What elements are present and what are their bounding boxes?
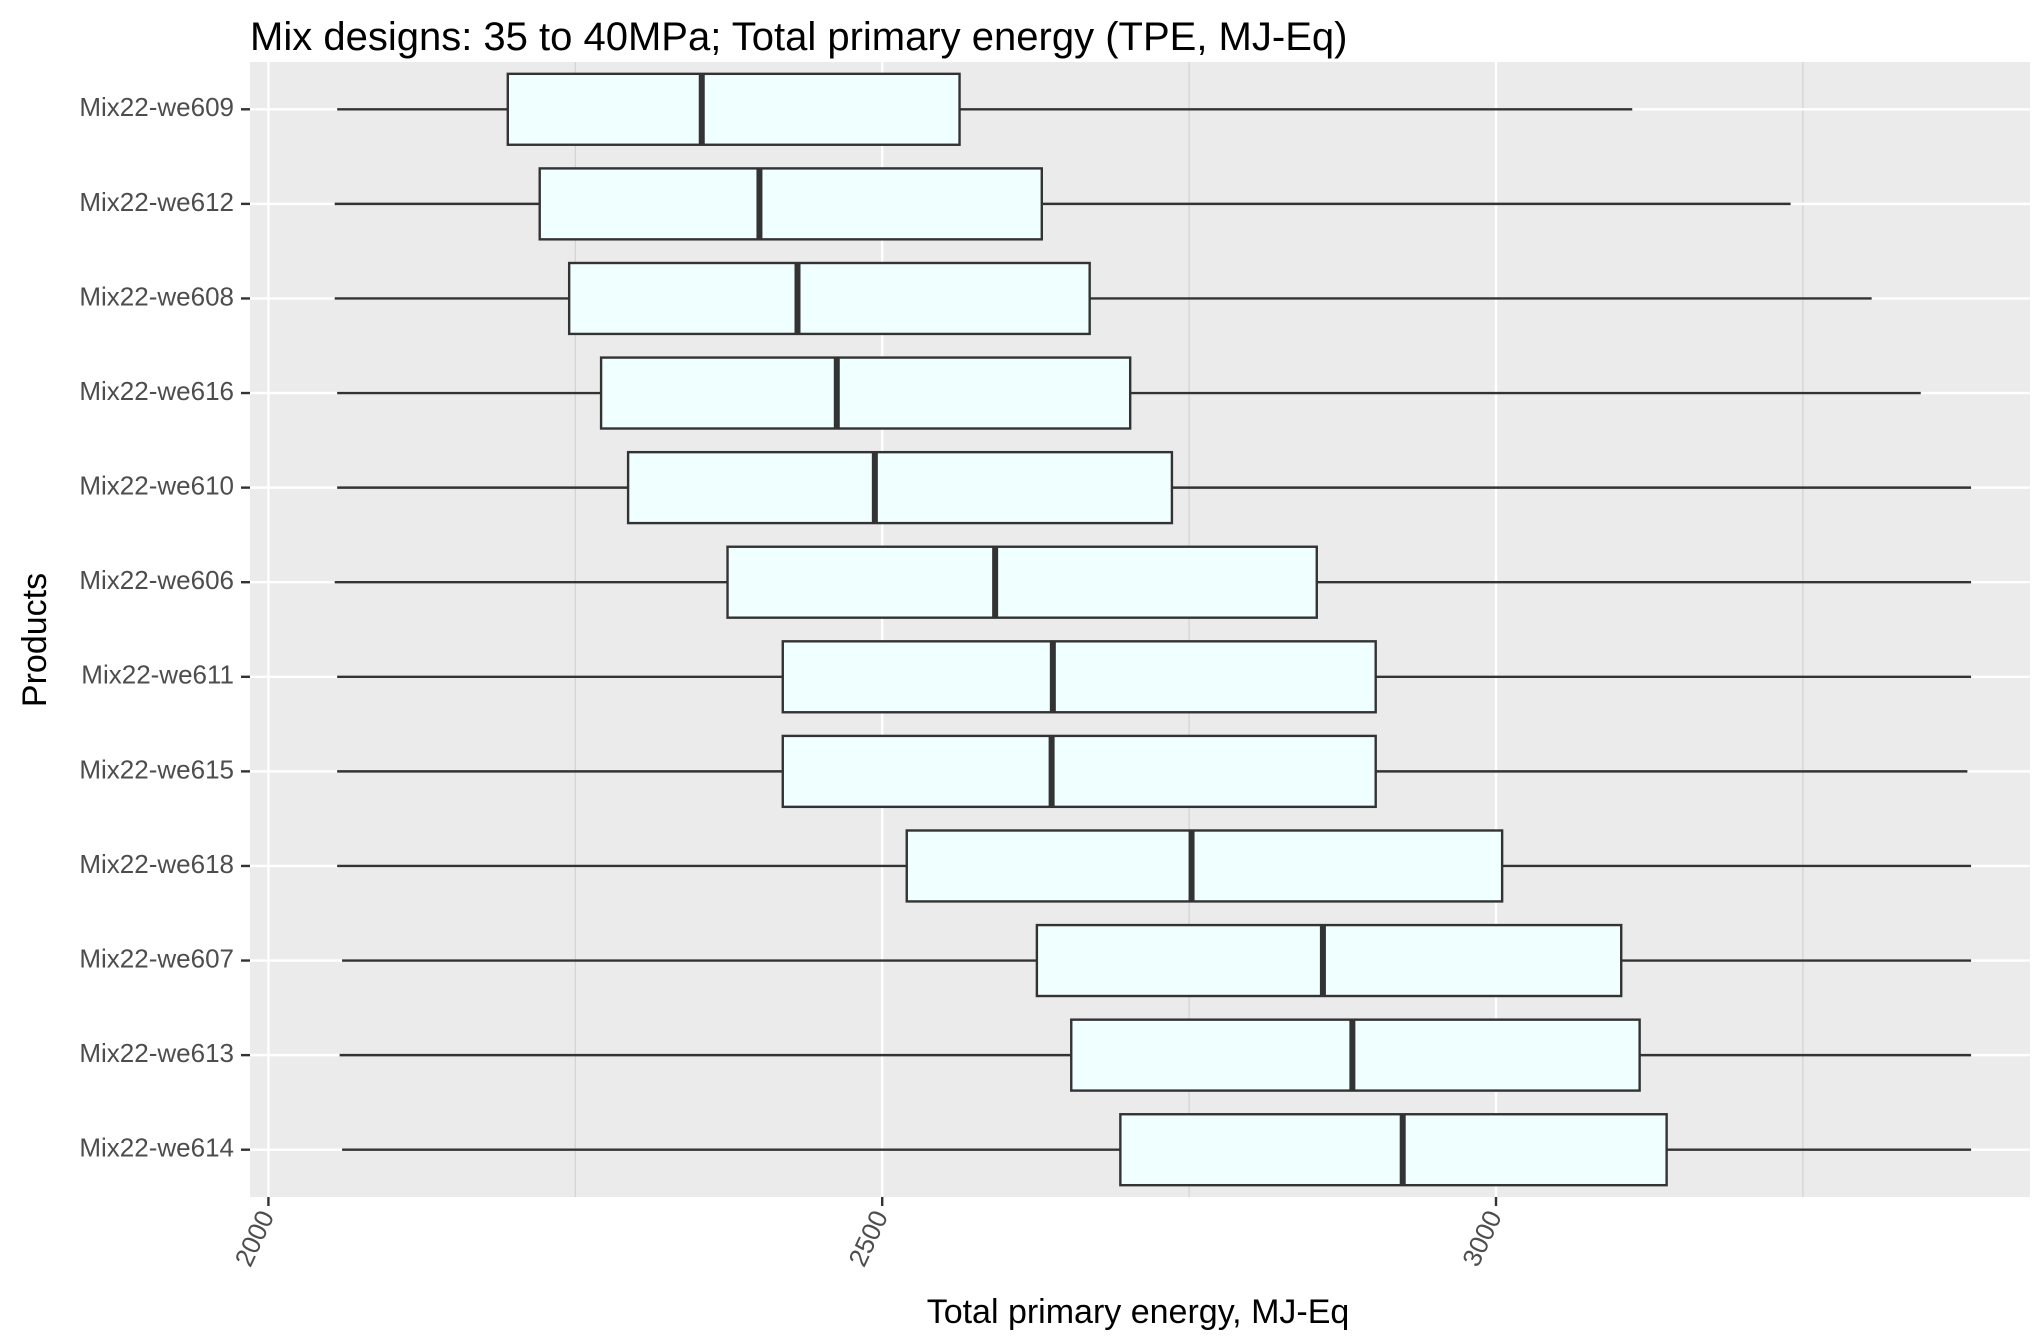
box-iqr (599, 356, 1132, 430)
box-iqr (781, 640, 1377, 714)
box-Mix22-we608 (334, 261, 1872, 336)
y-tick-label: Mix22-we618 (79, 849, 234, 879)
box-Mix22-we615 (337, 734, 1968, 809)
box-Mix22-we610 (337, 450, 1972, 525)
axes: Mix22-we609 Mix22-we612 Mix22-we608 Mix22-w… (79, 92, 1507, 1271)
box-Mix22-we613 (339, 1018, 1972, 1092)
box-Mix22-we618 (337, 829, 1972, 903)
y-tick-label: Mix22-we608 (79, 281, 234, 311)
box-Mix22-we611 (337, 640, 1972, 714)
box-iqr (1119, 1113, 1668, 1187)
x-tick-label: 3000 (1456, 1206, 1508, 1271)
x-tick-label: 2500 (842, 1206, 894, 1271)
y-tick-label: Mix22-we613 (79, 1038, 234, 1068)
box-iqr (781, 734, 1377, 809)
y-tick-label: Mix22-we615 (79, 754, 234, 784)
y-tick-label: Mix22-we607 (79, 943, 234, 973)
box-iqr (726, 545, 1318, 619)
box-iqr (1035, 923, 1623, 998)
box-Mix22-we614 (342, 1113, 1972, 1187)
box-iqr (506, 72, 961, 146)
box-iqr (538, 167, 1043, 241)
y-axis-title: Products (16, 573, 54, 707)
box-Mix22-we607 (342, 923, 1972, 998)
box-series (334, 72, 1972, 1187)
box-Mix22-we609 (337, 72, 1633, 146)
y-tick-label: Mix22-we606 (79, 565, 234, 595)
x-tick-label: 2000 (228, 1206, 280, 1271)
box-iqr (626, 450, 1174, 525)
y-tick-label: Mix22-we616 (79, 376, 234, 406)
y-tick-label: Mix22-we609 (79, 92, 234, 122)
plot-panel (250, 62, 2030, 1197)
box-Mix22-we616 (337, 356, 1921, 430)
y-tick-label: Mix22-we614 (79, 1133, 234, 1163)
y-tick-label: Mix22-we611 (81, 660, 234, 690)
y-tick-label: Mix22-we610 (79, 471, 234, 501)
y-tick-label: Mix22-we612 (79, 187, 234, 217)
box-Mix22-we606 (334, 545, 1972, 619)
chart-title: Mix designs: 35 to 40MPa; Total primary … (250, 15, 1347, 59)
box-Mix22-we612 (334, 167, 1791, 241)
box-iqr (1070, 1018, 1641, 1092)
box-iqr (905, 829, 1504, 903)
x-axis-title: Total primary energy, MJ-Eq (927, 1293, 1350, 1331)
box-iqr (567, 261, 1091, 336)
